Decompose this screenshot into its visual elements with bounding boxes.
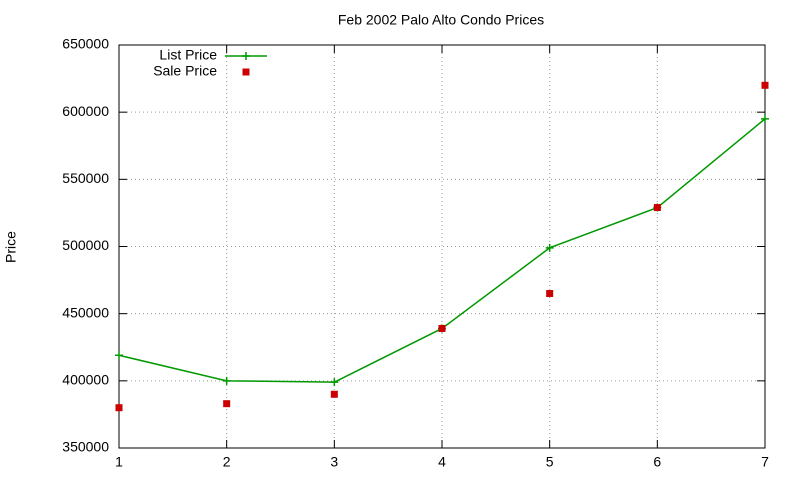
legend-label: Sale Price: [153, 63, 217, 79]
point: [438, 324, 446, 332]
y-tick-label: 600000: [62, 103, 109, 119]
x-tick-label: 1: [115, 454, 123, 470]
point: [761, 81, 769, 89]
x-tick-label: 5: [546, 454, 554, 470]
y-tick-label: 400000: [62, 372, 109, 388]
point: [330, 390, 338, 398]
legend-label: List Price: [159, 47, 217, 63]
point: [115, 404, 123, 412]
legend-marker: [242, 52, 250, 60]
point: [653, 204, 661, 212]
y-tick-label: 450000: [62, 304, 109, 320]
y-tick-label: 500000: [62, 237, 109, 253]
x-tick-label: 3: [330, 454, 338, 470]
y-tick-label: 350000: [62, 439, 109, 455]
point: [761, 114, 769, 123]
x-tick-label: 4: [438, 454, 446, 470]
y-tick-label: 650000: [62, 36, 109, 52]
point: [330, 378, 339, 387]
point: [545, 243, 554, 252]
x-tick-label: 6: [653, 454, 661, 470]
point: [115, 351, 123, 360]
series-line: [118, 118, 766, 383]
plot-border: [118, 44, 766, 449]
y-tick-label: 550000: [62, 170, 109, 186]
point: [222, 376, 231, 385]
point: [546, 290, 554, 298]
point: [223, 400, 231, 408]
legend-marker: [242, 68, 250, 76]
x-tick-label: 7: [761, 454, 769, 470]
x-tick-label: 2: [223, 454, 231, 470]
y-axis-label: Price: [3, 231, 19, 263]
chart-title: Feb 2002 Palo Alto Condo Prices: [338, 12, 544, 28]
